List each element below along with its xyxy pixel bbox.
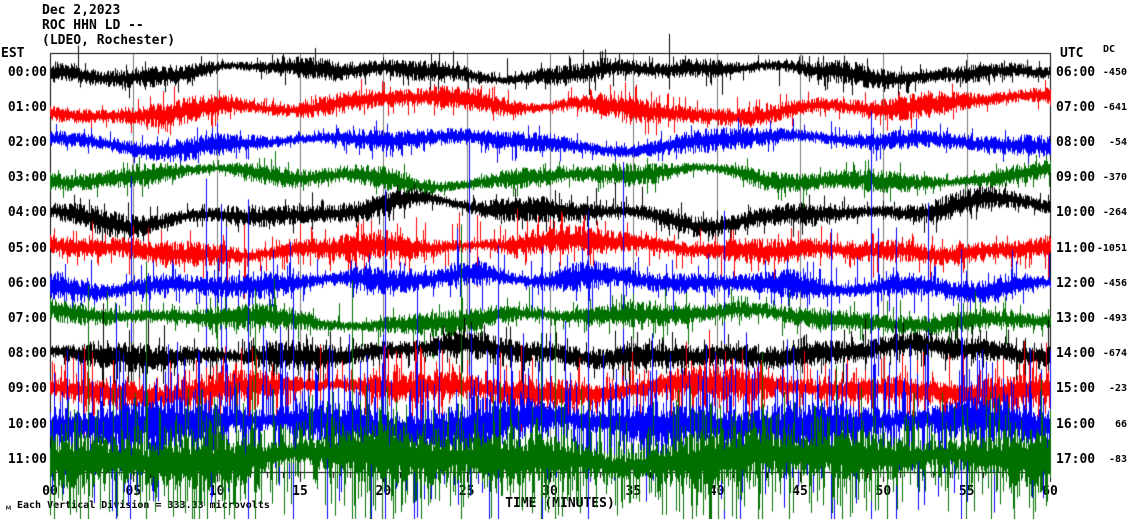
- utc-axis-label: UTC: [1060, 46, 1084, 61]
- est-hour-label: 00:00: [7, 64, 47, 80]
- est-hour-label: 01:00: [7, 99, 47, 115]
- dc-value: -450: [1102, 66, 1127, 78]
- utc-hour-label: 14:00: [1056, 346, 1096, 362]
- utc-hour-label: 16:00: [1056, 416, 1096, 432]
- est-hour-label: 10:00: [7, 416, 47, 432]
- est-hour-label: 03:00: [7, 170, 47, 186]
- utc-hour-label: 15:00: [1056, 381, 1096, 397]
- corner-mark-icon: м: [6, 503, 11, 512]
- scale-note: Each Vertical Division = 333.33 microvol…: [17, 500, 270, 511]
- utc-hour-label: 13:00: [1056, 310, 1096, 326]
- x-tick-label: 45: [792, 484, 808, 499]
- dc-value: 66: [1114, 418, 1127, 430]
- dc-value: -264: [1102, 207, 1127, 219]
- est-hour-label: 02:00: [7, 134, 47, 150]
- dc-value: -54: [1108, 136, 1127, 148]
- utc-hour-label: 07:00: [1056, 99, 1096, 115]
- station-label: ROC HHN LD --: [42, 18, 144, 33]
- est-axis-label: EST: [1, 46, 25, 61]
- utc-hour-label: 08:00: [1056, 134, 1096, 150]
- x-tick-label: 55: [958, 484, 975, 499]
- dc-value: -370: [1102, 172, 1127, 184]
- x-tick-label: 05: [125, 484, 142, 499]
- utc-hour-label: 10:00: [1056, 205, 1096, 221]
- date-label: Dec 2,2023: [42, 3, 121, 18]
- dc-value: -456: [1102, 277, 1127, 289]
- x-tick-label: 00: [42, 484, 58, 499]
- est-hour-label: 05:00: [7, 240, 47, 256]
- est-hour-label: 06:00: [7, 275, 47, 291]
- x-tick-label: 15: [292, 484, 308, 499]
- est-hour-label: 09:00: [7, 381, 47, 397]
- est-hour-label: 04:00: [7, 205, 47, 221]
- utc-hour-label: 11:00: [1056, 240, 1096, 256]
- x-tick-label: 30: [542, 484, 558, 499]
- utc-hour-label: 17:00: [1056, 451, 1096, 467]
- utc-hour-label: 12:00: [1056, 275, 1096, 291]
- dc-value: -83: [1108, 453, 1127, 465]
- x-tick-label: 10: [208, 484, 225, 499]
- x-tick-label: 50: [875, 484, 892, 499]
- x-tick-label: 25: [458, 484, 475, 499]
- dc-value: -23: [1108, 383, 1127, 395]
- dc-value: -1051: [1096, 242, 1127, 254]
- network-label: (LDEO, Rochester): [42, 33, 176, 48]
- utc-hour-label: 06:00: [1056, 64, 1096, 80]
- dc-value: -641: [1102, 101, 1127, 113]
- est-hour-label: 08:00: [7, 346, 47, 362]
- est-hour-label: 07:00: [7, 310, 47, 326]
- x-tick-label: 20: [375, 484, 392, 499]
- dc-value: -674: [1102, 348, 1127, 360]
- utc-hour-label: 09:00: [1056, 170, 1096, 186]
- est-hour-label: 11:00: [7, 451, 47, 467]
- dc-axis-label: DC: [1103, 44, 1116, 55]
- dc-value: -493: [1102, 312, 1127, 324]
- x-tick-label: 35: [625, 484, 642, 499]
- x-tick-label: 40: [708, 484, 725, 499]
- x-tick-label: 60: [1042, 484, 1058, 499]
